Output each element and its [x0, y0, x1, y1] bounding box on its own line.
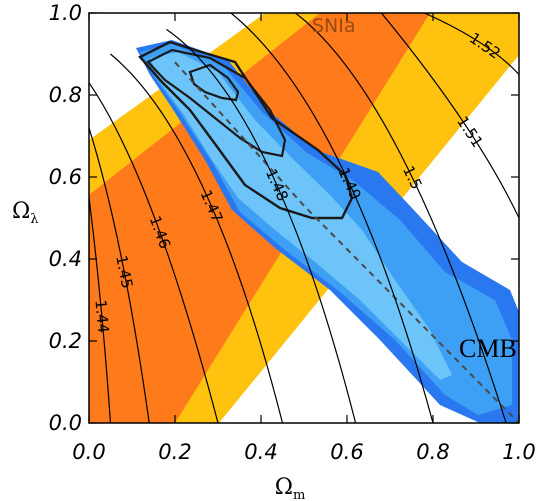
contour-line-6	[295, 13, 507, 423]
x-tick-label-3: 0.6	[330, 440, 363, 464]
cmb-contour-outer	[138, 40, 354, 220]
snia-label: SNIa	[312, 15, 356, 37]
y-tick-label-4: 0.8	[49, 83, 82, 107]
x-tick-label-4: 0.8	[416, 440, 449, 464]
cmb-contour-mid	[146, 48, 287, 158]
y-axis-symbol: Ω	[12, 199, 30, 224]
x-tick-group: 0.0 0.2 0.4 0.6 0.8 1.0	[72, 13, 536, 464]
contour-line-1	[89, 127, 150, 423]
contour-line-8	[424, 13, 519, 75]
y-axis-subscript: λ	[30, 212, 38, 227]
x-tick-label-0: 0.0	[72, 440, 105, 464]
y-tick-label-2: 0.4	[49, 247, 82, 271]
contour-label-0: 1.44	[91, 299, 112, 334]
x-axis-label: Ωm	[275, 475, 306, 501]
contour-line-4	[166, 28, 357, 423]
contour-line-0	[89, 197, 112, 423]
y-axis-label: Ωλ	[12, 199, 39, 227]
y-tick-label-0: 0.0	[49, 411, 82, 435]
contour-line-3	[110, 53, 284, 423]
plot-area: 1.441.451.461.471.48 1.49 1.51.511.52 SNIa…	[89, 13, 519, 423]
x-tick-label-1: 0.2	[158, 440, 191, 464]
x-axis-subscript: m	[293, 488, 305, 501]
y-tick-label-1: 0.2	[49, 329, 82, 353]
contour-line-2	[89, 82, 219, 423]
cmb-label: CMB	[459, 334, 517, 363]
y-tick-label-3: 0.6	[49, 165, 82, 189]
contour-line-5	[230, 13, 434, 423]
contour-line-7	[380, 13, 519, 219]
cmb-degeneracy-line	[174, 61, 519, 423]
x-tick-label-5: 1.0	[502, 440, 535, 464]
plot-frame	[88, 12, 520, 424]
cmb-region-inner	[150, 52, 452, 380]
y-tick-group: 0.0 0.2 0.4 0.6 0.8 1.0	[49, 1, 519, 435]
x-axis-symbol: Ω	[275, 475, 293, 500]
x-tick-label-2: 0.4	[244, 440, 277, 464]
y-tick-label-5: 1.0	[49, 1, 82, 25]
